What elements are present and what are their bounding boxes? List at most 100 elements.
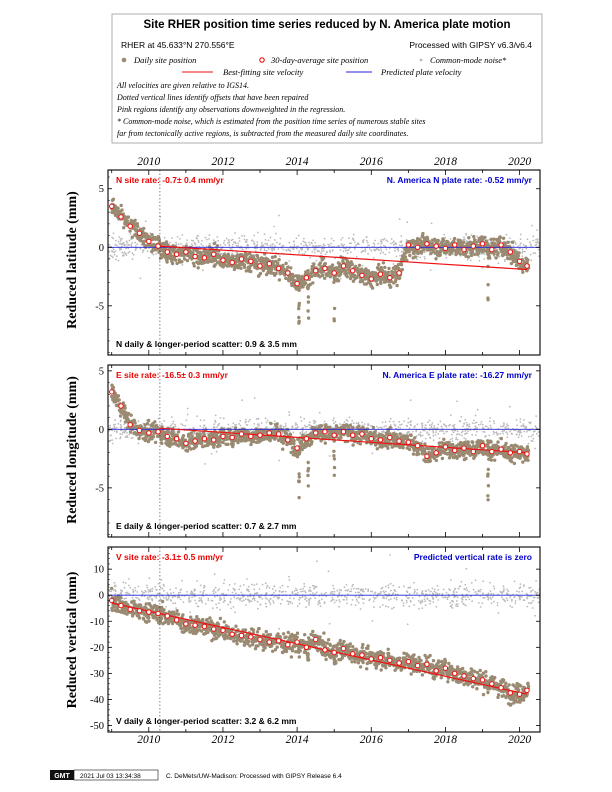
daily-point <box>249 442 253 447</box>
noise-point <box>355 256 358 258</box>
noise-point <box>349 251 352 254</box>
noise-point <box>532 235 535 238</box>
noise-point <box>249 418 251 421</box>
noise-point <box>115 239 117 242</box>
noise-point <box>400 240 403 242</box>
daily-point <box>423 442 427 446</box>
noise-point <box>445 430 447 433</box>
noise-point <box>526 238 529 241</box>
header-frame <box>111 13 543 144</box>
noise-point <box>373 249 376 252</box>
noise-point <box>415 429 418 432</box>
noise-point <box>115 255 118 258</box>
noise-point <box>253 423 256 425</box>
noise-point <box>485 434 487 437</box>
noise-point <box>357 242 359 245</box>
noise-point <box>386 240 389 243</box>
noise-point <box>331 250 334 252</box>
noise-point <box>237 244 239 247</box>
noise-point <box>463 437 466 439</box>
noise-point <box>507 427 509 430</box>
noise-point <box>109 439 112 442</box>
noise-point <box>206 238 208 241</box>
noise-point <box>199 425 202 428</box>
noise-point <box>478 256 480 258</box>
noise-point <box>381 421 384 424</box>
noise-point <box>313 249 315 251</box>
noise-point <box>530 259 533 262</box>
noise-point <box>472 419 475 422</box>
noise-point <box>535 415 537 417</box>
noise-point <box>385 425 387 427</box>
daily-point <box>328 275 332 279</box>
daily-point <box>525 445 530 449</box>
noise-point <box>384 421 387 423</box>
daily-point <box>432 446 436 450</box>
noise-point <box>432 432 435 434</box>
noise-point <box>267 248 270 250</box>
daily-outlier-point <box>332 454 336 458</box>
legend-avg-symbol <box>259 57 265 63</box>
noise-point <box>377 242 380 245</box>
daily-point <box>395 283 399 288</box>
avg-30day-point <box>368 276 374 282</box>
noise-point <box>297 426 299 428</box>
noise-point <box>499 425 502 428</box>
noise-point <box>292 431 295 434</box>
daily-point <box>371 425 376 430</box>
daily-point <box>296 274 301 278</box>
noise-point <box>295 427 297 429</box>
noise-point <box>524 426 527 428</box>
daily-point <box>475 444 480 449</box>
avg-30day-point <box>479 241 486 247</box>
noise-point <box>296 423 298 426</box>
noise-point <box>456 400 458 403</box>
daily-point <box>281 441 285 445</box>
daily-outlier-point <box>306 300 311 304</box>
noise-point <box>379 426 382 429</box>
noise-point <box>537 248 540 251</box>
noise-point <box>339 249 342 251</box>
daily-point <box>153 420 157 424</box>
noise-point <box>256 241 259 243</box>
noise-point <box>348 242 351 245</box>
noise-point <box>525 247 528 250</box>
noise-point <box>458 420 461 423</box>
noise-point <box>480 420 483 423</box>
daily-point <box>338 262 342 266</box>
noise-point <box>231 238 234 241</box>
noise-point <box>273 248 276 251</box>
noise-point <box>490 427 493 429</box>
daily-point <box>438 253 442 257</box>
noise-point <box>537 435 540 437</box>
noise-point <box>215 450 218 453</box>
scatter-label: N daily & longer-period scatter: 0.9 & 3… <box>116 339 297 349</box>
daily-point <box>192 264 196 268</box>
noise-point <box>292 248 295 251</box>
noise-point <box>267 239 270 242</box>
daily-point <box>123 420 128 424</box>
daily-point <box>413 436 417 440</box>
noise-point <box>482 430 484 433</box>
noise-point <box>241 248 244 251</box>
noise-point <box>518 434 521 436</box>
avg-30day-point <box>146 430 152 436</box>
noise-point <box>160 422 163 425</box>
noise-point <box>304 424 306 427</box>
noise-point <box>352 422 355 424</box>
noise-point <box>260 422 263 424</box>
avg-30day-point <box>433 243 439 249</box>
noise-point <box>269 236 272 239</box>
best-fit-line <box>159 245 528 271</box>
daily-point <box>310 440 314 444</box>
noise-point <box>364 248 367 251</box>
noise-point <box>199 419 202 422</box>
noise-point <box>389 424 392 426</box>
noise-point <box>421 427 424 429</box>
noise-point <box>195 236 198 239</box>
daily-point <box>125 426 129 430</box>
noise-point <box>476 408 479 411</box>
daily-point <box>116 206 120 210</box>
noise-point <box>196 234 199 237</box>
noise-point <box>393 247 396 250</box>
